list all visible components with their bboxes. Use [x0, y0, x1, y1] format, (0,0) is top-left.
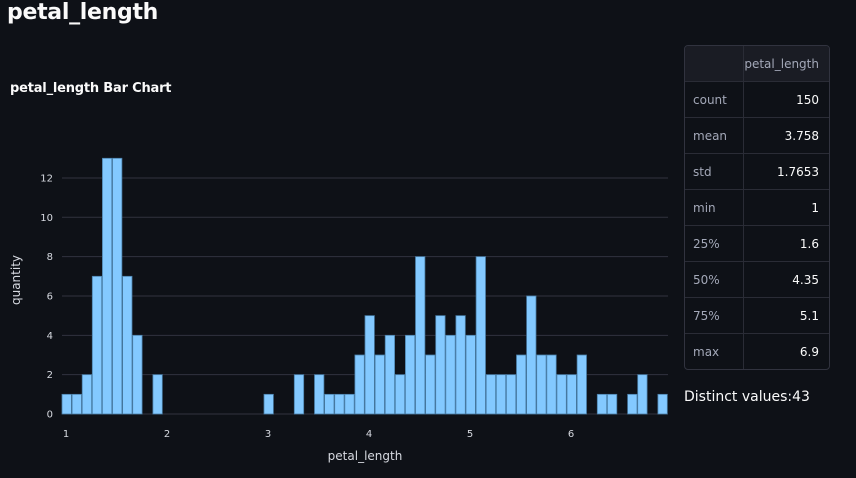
- x-tick-label: 6: [568, 429, 574, 440]
- distinct-values-text: Distinct values:43: [684, 389, 810, 405]
- stats-row-label: max: [685, 334, 744, 369]
- bar[interactable]: [566, 374, 577, 415]
- x-tick-label: 3: [265, 429, 271, 440]
- page-title: petal_length: [7, 0, 159, 25]
- stats-row-label: 75%: [685, 298, 744, 333]
- y-tick-label: 6: [47, 291, 53, 302]
- bar[interactable]: [576, 354, 587, 415]
- stats-row-label: 50%: [685, 262, 744, 297]
- y-tick-label: 8: [47, 252, 53, 263]
- x-tick-label: 5: [467, 429, 473, 440]
- stats-row-label: std: [685, 154, 744, 189]
- y-axis-label: quantity: [9, 255, 23, 305]
- y-tick-label: 10: [40, 213, 53, 224]
- stats-row: count 150: [685, 81, 829, 117]
- x-tick-label: 1: [63, 429, 69, 440]
- bar[interactable]: [91, 275, 103, 415]
- stats-row-value: 5.1: [799, 308, 819, 323]
- bar[interactable]: [61, 393, 72, 415]
- bar[interactable]: [627, 393, 638, 415]
- bar[interactable]: [334, 393, 345, 415]
- bar[interactable]: [546, 354, 557, 415]
- bar[interactable]: [607, 393, 618, 415]
- bar[interactable]: [314, 374, 325, 415]
- bar[interactable]: [374, 354, 385, 415]
- y-tick-label: 12: [40, 173, 53, 184]
- bar[interactable]: [71, 393, 82, 415]
- bar[interactable]: [475, 256, 486, 415]
- bar[interactable]: [81, 374, 92, 415]
- bar[interactable]: [505, 374, 517, 415]
- bar[interactable]: [596, 393, 608, 415]
- bar[interactable]: [112, 157, 123, 415]
- stats-row-value: 4.35: [792, 272, 819, 287]
- bar[interactable]: [364, 315, 375, 415]
- bar[interactable]: [516, 354, 527, 415]
- stats-row-value: 150: [796, 92, 819, 107]
- chart-bars: [61, 157, 668, 415]
- bar[interactable]: [536, 354, 547, 415]
- y-axis-ticks: 0 2 4 6 8 10 12: [40, 173, 53, 420]
- stats-row-label: mean: [685, 118, 744, 153]
- stats-row: std 1.7653: [685, 153, 829, 189]
- bar[interactable]: [344, 393, 355, 415]
- stats-row-value: 1: [811, 200, 819, 215]
- y-tick-label: 2: [47, 370, 53, 381]
- stats-row: 75% 5.1: [685, 297, 829, 333]
- bar[interactable]: [263, 393, 274, 415]
- stats-row: min 1: [685, 189, 829, 225]
- bar[interactable]: [404, 334, 416, 415]
- bar[interactable]: [465, 334, 476, 415]
- bar[interactable]: [394, 374, 406, 415]
- stats-row: mean 3.758: [685, 117, 829, 153]
- bar[interactable]: [455, 315, 466, 415]
- stats-row-value: 3.758: [784, 128, 819, 143]
- chart-title: petal_length Bar Chart: [10, 81, 172, 96]
- stats-header-column: petal_length: [744, 56, 819, 71]
- x-tick-label: 4: [366, 429, 372, 440]
- stats-table: petal_length count 150 mean 3.758 std 1.…: [684, 45, 830, 370]
- stats-row-label: 25%: [685, 226, 744, 261]
- stats-row-value: 1.7653: [777, 164, 819, 179]
- bar[interactable]: [354, 354, 365, 415]
- x-axis-ticks: 1 2 3 4 5 6: [63, 429, 574, 440]
- stats-row-label: min: [685, 190, 744, 225]
- bar[interactable]: [152, 374, 163, 415]
- stats-row: max 6.9: [685, 333, 829, 369]
- y-tick-label: 0: [47, 410, 53, 421]
- bar[interactable]: [122, 275, 133, 415]
- bar[interactable]: [526, 295, 537, 415]
- bar[interactable]: [495, 374, 507, 415]
- stats-row: 25% 1.6: [685, 225, 829, 261]
- bar[interactable]: [485, 374, 497, 415]
- bar[interactable]: [657, 393, 668, 415]
- x-axis-label: petal_length: [328, 449, 403, 463]
- stats-row-value: 6.9: [799, 344, 819, 359]
- bar[interactable]: [415, 256, 426, 415]
- stats-header-index: [685, 46, 744, 81]
- stats-row-label: count: [685, 82, 744, 117]
- bar[interactable]: [637, 374, 648, 415]
- stats-row-value: 1.6: [799, 236, 819, 251]
- bar[interactable]: [324, 393, 335, 415]
- stats-row: 50% 4.35: [685, 261, 829, 297]
- y-tick-label: 4: [47, 331, 53, 342]
- bar[interactable]: [556, 374, 567, 415]
- bar[interactable]: [425, 354, 436, 415]
- bar[interactable]: [445, 334, 456, 415]
- bar[interactable]: [435, 315, 446, 415]
- bar[interactable]: [132, 334, 143, 415]
- stats-header-row: petal_length: [685, 46, 829, 81]
- x-tick-label: 2: [164, 429, 170, 440]
- bar[interactable]: [293, 374, 305, 415]
- bar[interactable]: [102, 157, 113, 415]
- bar[interactable]: [384, 334, 396, 415]
